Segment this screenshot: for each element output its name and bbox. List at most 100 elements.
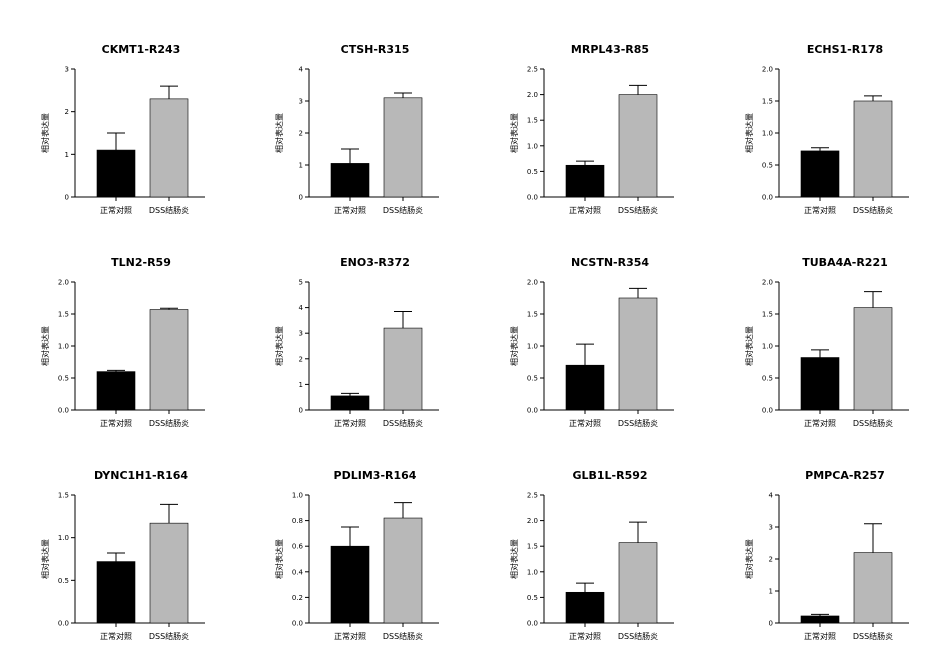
y-tick-label: 1.5	[527, 311, 538, 319]
bar	[97, 372, 135, 410]
category-label: DSS结肠炎	[149, 205, 189, 215]
bar	[384, 328, 422, 410]
y-tick-label: 0	[299, 407, 303, 415]
y-tick-label: 2.0	[527, 517, 538, 525]
category-label: DSS结肠炎	[853, 631, 893, 641]
y-tick-label: 2.0	[762, 66, 773, 74]
bar	[331, 546, 369, 623]
y-tick-label: 1	[65, 151, 69, 159]
y-tick-label: 0.5	[58, 375, 69, 383]
category-label: 正常对照	[100, 418, 132, 428]
chart-panel: ENO3-R372相对表达量012345正常对照DSS结肠炎	[274, 256, 439, 428]
category-label: 正常对照	[334, 631, 366, 641]
y-tick-label: 1.5	[762, 311, 773, 319]
category-label: 正常对照	[804, 205, 836, 215]
category-label: 正常对照	[804, 631, 836, 641]
y-tick-label: 2.0	[527, 91, 538, 99]
y-axis-label: 相对表达量	[40, 113, 50, 153]
chart-panel: DYNC1H1-R164相对表达量0.00.51.01.5正常对照DSS结肠炎	[40, 469, 205, 641]
bar	[801, 358, 839, 410]
category-label: DSS结肠炎	[149, 631, 189, 641]
y-tick-label: 1	[299, 381, 303, 389]
bar	[150, 523, 188, 623]
y-axis-label: 相对表达量	[744, 326, 754, 366]
bar	[566, 365, 604, 410]
chart-panel: ECHS1-R178相对表达量0.00.51.01.52.0正常对照DSS结肠炎	[744, 43, 909, 215]
bar	[384, 98, 422, 197]
y-axis-label: 相对表达量	[744, 539, 754, 579]
y-tick-label: 4	[769, 492, 774, 500]
chart-title: CKMT1-R243	[102, 43, 181, 56]
y-axis-label: 相对表达量	[40, 539, 50, 579]
y-tick-label: 1.0	[762, 130, 773, 138]
y-tick-label: 0.0	[527, 194, 538, 202]
y-axis-label: 相对表达量	[40, 326, 50, 366]
chart-title: GLB1L-R592	[572, 469, 647, 482]
chart-panel: MRPL43-R85相对表达量0.00.51.01.52.02.5正常对照DSS…	[509, 43, 674, 215]
chart-panel: CTSH-R315相对表达量01234正常对照DSS结肠炎	[274, 43, 439, 215]
chart-title: ENO3-R372	[340, 256, 410, 269]
category-label: 正常对照	[569, 418, 601, 428]
y-tick-label: 1.0	[58, 343, 69, 351]
y-tick-label: 2.0	[762, 279, 773, 287]
y-tick-label: 0	[769, 620, 773, 628]
y-tick-label: 1	[299, 162, 303, 170]
y-tick-label: 1.0	[762, 343, 773, 351]
bar	[150, 310, 188, 410]
category-label: DSS结肠炎	[149, 418, 189, 428]
chart-panel: GLB1L-R592相对表达量0.00.51.01.52.02.5正常对照DSS…	[509, 469, 674, 641]
category-label: 正常对照	[100, 631, 132, 641]
bar	[331, 396, 369, 410]
bar	[854, 308, 892, 410]
y-tick-label: 1.0	[292, 492, 303, 500]
y-tick-label: 1.5	[527, 117, 538, 125]
y-tick-label: 2.0	[58, 279, 69, 287]
chart-title: PDLIM3-R164	[334, 469, 417, 482]
y-tick-label: 1	[769, 588, 773, 596]
y-tick-label: 0.0	[292, 620, 303, 628]
y-tick-label: 0.5	[527, 594, 538, 602]
category-label: 正常对照	[569, 205, 601, 215]
bar	[97, 562, 135, 623]
category-label: DSS结肠炎	[618, 631, 658, 641]
chart-panel: PMPCA-R257相对表达量01234正常对照DSS结肠炎	[744, 469, 909, 641]
chart-panel: CKMT1-R243相对表达量0123正常对照DSS结肠炎	[40, 43, 205, 215]
y-axis-label: 相对表达量	[509, 113, 519, 153]
y-tick-label: 2	[299, 130, 303, 138]
y-tick-label: 2	[65, 108, 69, 116]
y-tick-label: 4	[299, 304, 304, 312]
bar	[566, 592, 604, 623]
y-tick-label: 2.0	[527, 279, 538, 287]
y-tick-label: 0.0	[58, 407, 69, 415]
y-tick-label: 5	[299, 279, 303, 287]
chart-title: ECHS1-R178	[807, 43, 883, 56]
y-tick-label: 0.5	[762, 375, 773, 383]
chart-title: TLN2-R59	[111, 256, 171, 269]
y-tick-label: 1.5	[762, 98, 773, 106]
y-axis-label: 相对表达量	[274, 326, 284, 366]
bar	[331, 163, 369, 197]
y-tick-label: 2.5	[527, 66, 538, 74]
bar	[150, 99, 188, 197]
y-axis-label: 相对表达量	[744, 113, 754, 153]
category-label: 正常对照	[334, 205, 366, 215]
y-tick-label: 1.5	[58, 311, 69, 319]
y-tick-label: 1.5	[527, 543, 538, 551]
bar	[97, 150, 135, 197]
y-tick-label: 0.0	[527, 620, 538, 628]
category-label: DSS结肠炎	[618, 418, 658, 428]
y-tick-label: 1.0	[527, 343, 538, 351]
category-label: DSS结肠炎	[853, 205, 893, 215]
y-tick-label: 0.0	[762, 407, 773, 415]
y-tick-label: 0.0	[58, 620, 69, 628]
chart-panel: PDLIM3-R164相对表达量0.00.20.40.60.81.0正常对照DS…	[274, 469, 439, 641]
bar	[619, 298, 657, 410]
y-tick-label: 0.5	[58, 577, 69, 585]
y-axis-label: 相对表达量	[509, 539, 519, 579]
chart-panel: TLN2-R59 相对表达量 0.0 0.5 1.0 1.5 2.0 正常对照 DSS结肠炎	[40, 256, 205, 428]
y-tick-label: 2	[299, 355, 303, 363]
y-tick-label: 2.5	[527, 492, 538, 500]
category-label: DSS结肠炎	[618, 205, 658, 215]
y-tick-label: 0	[65, 194, 69, 202]
